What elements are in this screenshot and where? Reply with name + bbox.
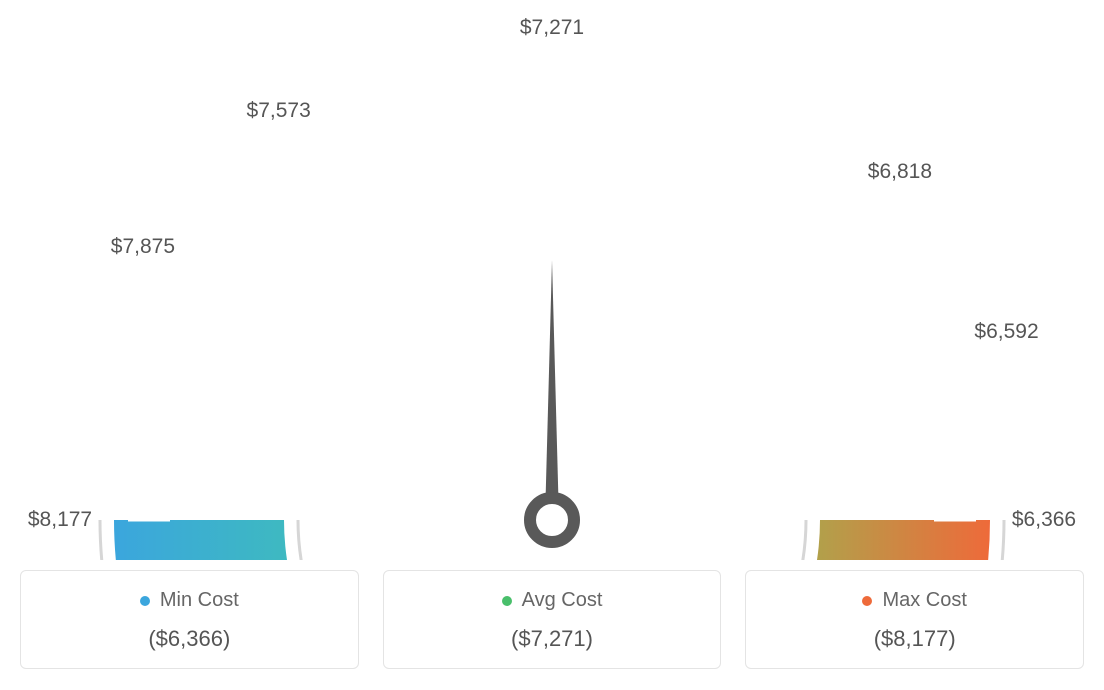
- gauge-tick-label: $7,875: [111, 235, 175, 259]
- gauge-tick: [630, 104, 635, 130]
- legend-dot-icon: [140, 596, 150, 606]
- gauge-tick-label: $8,177: [28, 508, 92, 532]
- legend-row: Min Cost ($6,366) Avg Cost ($7,271) Max Cost…: [20, 570, 1084, 669]
- gauge-tick: [773, 167, 787, 189]
- gauge-svg: [20, 20, 1084, 560]
- gauge-area: $6,366$6,592$6,818$7,271$7,573$7,875$8,1…: [20, 20, 1084, 560]
- gauge-tick: [316, 167, 330, 189]
- gauge-tick-label: $6,592: [974, 320, 1038, 344]
- gauge-tick: [160, 358, 199, 374]
- gauge-tick-label: $6,366: [1012, 508, 1076, 532]
- legend-card-title: Min Cost: [140, 589, 239, 612]
- gauge-tick: [469, 104, 474, 130]
- gauge-needle: [545, 260, 559, 520]
- legend-title-text: Min Cost: [160, 589, 239, 612]
- gauge-needle-hub: [530, 498, 574, 542]
- legend-card-title: Max Cost: [862, 589, 966, 612]
- legend-dot-icon: [502, 596, 512, 606]
- legend-card: Min Cost ($6,366): [20, 570, 359, 669]
- gauge-tick-label: $7,271: [520, 16, 584, 40]
- legend-title-text: Max Cost: [882, 589, 966, 612]
- cost-gauge-widget: $6,366$6,592$6,818$7,271$7,573$7,875$8,1…: [20, 20, 1084, 669]
- legend-card: Avg Cost ($7,271): [383, 570, 722, 669]
- gauge-tick-label: $7,573: [247, 99, 311, 123]
- gauge-tick-label: $6,818: [868, 160, 932, 184]
- gauge-tick: [199, 284, 221, 298]
- legend-dot-icon: [862, 596, 872, 606]
- gauge-tick: [822, 220, 852, 250]
- legend-card-title: Avg Cost: [502, 589, 603, 612]
- gauge-tick: [136, 437, 162, 442]
- gauge-tick: [698, 128, 714, 167]
- legend-card-value: ($8,177): [758, 626, 1071, 652]
- legend-title-text: Avg Cost: [522, 589, 603, 612]
- legend-card-value: ($6,366): [33, 626, 346, 652]
- gauge-tick: [390, 128, 406, 167]
- legend-card: Max Cost ($8,177): [745, 570, 1084, 669]
- gauge-tick: [942, 437, 968, 442]
- legend-card-value: ($7,271): [396, 626, 709, 652]
- gauge-tick: [883, 284, 905, 298]
- gauge-tick: [905, 358, 944, 374]
- gauge-tick: [252, 220, 282, 250]
